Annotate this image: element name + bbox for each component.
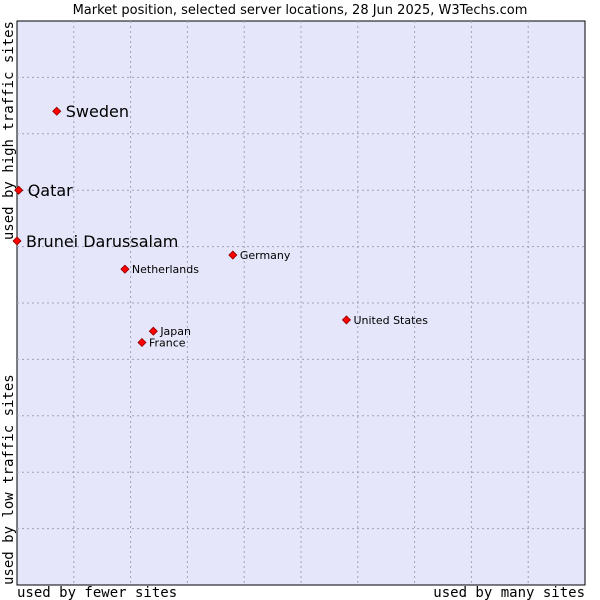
y-axis-label-top: used by high traffic sites [1,21,17,240]
data-point-label: United States [353,314,428,327]
data-point-label: Qatar [28,181,73,200]
chart-title: Market position, selected server locatio… [73,3,528,18]
data-point-marker [228,250,238,260]
x-axis-label-right: used by many sites [433,585,585,600]
data-point-label: Germany [240,249,291,262]
y-axis-label-bottom: used by low traffic sites [1,374,17,585]
data-point-marker [341,315,352,325]
grid-lines [17,21,585,585]
data-point-marker [52,106,62,116]
data-point-marker [12,236,22,246]
data-point-label: France [149,336,186,349]
data-point-marker [120,264,130,274]
x-axis-label-left: used by fewer sites [17,585,177,600]
data-point-label: Japan [159,325,191,338]
data-point-marker [14,185,24,195]
data-point-marker [137,337,147,348]
data-point-marker [148,326,158,336]
data-point-label: Sweden [66,102,129,121]
data-points: Sweden Qatar Brunei Darussalam Germany Nethe… [12,102,428,349]
data-point-label: Netherlands [132,263,199,276]
data-point-label: Brunei Darussalam [26,232,178,251]
